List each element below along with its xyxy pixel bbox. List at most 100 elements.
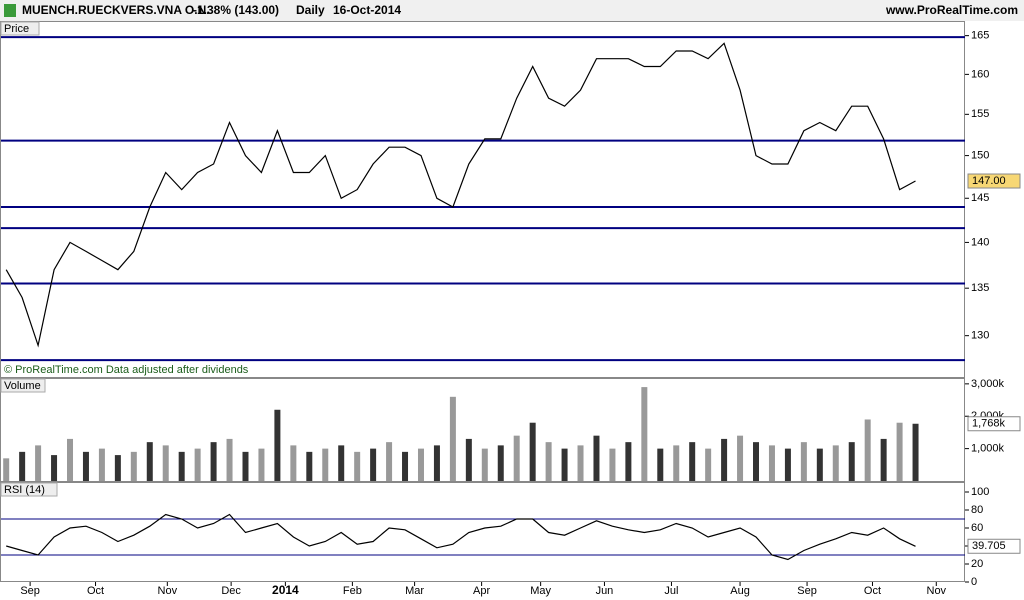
- volume-bar: [290, 445, 297, 481]
- x-tick-label: Oct: [87, 585, 104, 597]
- x-tick-label: Mar: [405, 585, 424, 597]
- x-tick-label: Sep: [797, 585, 817, 597]
- volume-bar: [82, 451, 89, 481]
- panel-label: Volume: [4, 380, 41, 392]
- volume-bar: [832, 445, 839, 481]
- volume-bar: [768, 445, 775, 481]
- site: www.ProRealTime.com: [885, 3, 1018, 17]
- volume-bar: [529, 422, 536, 481]
- panel-label: Price: [4, 23, 29, 35]
- y-tick-label: 100: [971, 486, 989, 498]
- volume-bar: [657, 448, 664, 481]
- last-value-box: [967, 173, 1021, 189]
- volume-bar: [322, 448, 329, 481]
- volume-bar: [481, 448, 488, 481]
- volume-bar: [433, 445, 440, 481]
- last-value-box: [967, 416, 1021, 432]
- volume-bar: [513, 435, 520, 481]
- volume-bar: [625, 442, 632, 481]
- volume-bar: [51, 455, 58, 481]
- volume-bar: [178, 451, 185, 481]
- volume-bar: [784, 448, 791, 481]
- x-tick-label: Nov: [927, 585, 947, 597]
- x-tick-label: Sep: [20, 585, 40, 597]
- y-tick-label: 130: [971, 330, 989, 342]
- rsi-panel: [0, 482, 965, 582]
- x-tick-label: Dec: [221, 585, 241, 597]
- volume-bar: [673, 445, 680, 481]
- y-tick-label: 60: [971, 522, 983, 534]
- volume-bar: [258, 448, 265, 481]
- price-panel: [0, 21, 965, 378]
- volume-bar: [609, 448, 616, 481]
- panel-label-box: [0, 21, 40, 36]
- panel-label-box: [0, 482, 58, 497]
- volume-bar: [370, 448, 377, 481]
- date: 16-Oct-2014: [333, 3, 401, 17]
- last-value-label: 39.705: [972, 540, 1006, 552]
- volume-bar: [354, 451, 361, 481]
- series-line: [5, 42, 916, 348]
- x-tick-label: Feb: [343, 585, 362, 597]
- volume-bar: [753, 442, 760, 481]
- volume-bar: [274, 409, 281, 481]
- y-tick-label: 80: [971, 504, 983, 516]
- volume-bar: [417, 448, 424, 481]
- volume-bar: [465, 438, 472, 481]
- y-tick-label: 145: [971, 192, 989, 204]
- volume-bar: [242, 451, 249, 481]
- volume-bar: [386, 442, 393, 481]
- footer-note: © ProRealTime.com Data adjusted after di…: [4, 364, 249, 376]
- x-tick-label: Nov: [158, 585, 178, 597]
- y-tick-label: 0: [971, 576, 977, 588]
- volume-bar: [402, 451, 409, 481]
- y-tick-label: 165: [971, 30, 989, 42]
- last-value-label: 147.00: [972, 175, 1006, 187]
- x-tick-label: Jun: [596, 585, 614, 597]
- x-tick-label: May: [530, 585, 551, 597]
- y-tick-label: 150: [971, 149, 989, 161]
- volume-bar: [130, 451, 137, 481]
- y-tick-label: 155: [971, 108, 989, 120]
- volume-bar: [19, 451, 26, 481]
- y-tick-label: 140: [971, 236, 989, 248]
- volume-bar: [593, 435, 600, 481]
- y-tick-label: 20: [971, 558, 983, 570]
- last-value-box: [967, 538, 1021, 554]
- x-tick-label: Jul: [664, 585, 678, 597]
- period: Daily: [296, 3, 325, 17]
- y-tick-label: 3,000k: [971, 378, 1005, 390]
- y-tick-label: 135: [971, 282, 989, 294]
- volume-bar: [67, 438, 74, 481]
- volume-panel: [0, 378, 965, 482]
- volume-bar: [162, 445, 169, 481]
- x-tick-label: 2014: [272, 583, 299, 597]
- volume-bar: [194, 448, 201, 481]
- volume-bar: [577, 445, 584, 481]
- volume-bar: [561, 448, 568, 481]
- x-tick-label: Apr: [473, 585, 490, 597]
- volume-bar: [816, 448, 823, 481]
- symbol: MUENCH.RUECKVERS.VNA O.N.: [22, 3, 210, 17]
- panel-label-box: [0, 378, 46, 393]
- volume-bar: [737, 435, 744, 481]
- volume-bar: [545, 442, 552, 481]
- volume-bar: [226, 438, 233, 481]
- volume-bar: [641, 387, 648, 481]
- volume-bar: [800, 442, 807, 481]
- x-tick-label: Oct: [864, 585, 881, 597]
- volume-bar: [114, 455, 121, 481]
- volume-bar: [146, 442, 153, 481]
- volume-bar: [306, 451, 313, 481]
- app-icon: [4, 4, 16, 17]
- y-tick-label: 1,000k: [971, 443, 1005, 455]
- volume-bar: [210, 442, 217, 481]
- header-bar: [0, 0, 1024, 21]
- volume-bar: [896, 422, 903, 481]
- volume-bar: [497, 445, 504, 481]
- x-tick-label: Aug: [730, 585, 750, 597]
- volume-bar: [880, 438, 887, 481]
- volume-bar: [3, 458, 10, 481]
